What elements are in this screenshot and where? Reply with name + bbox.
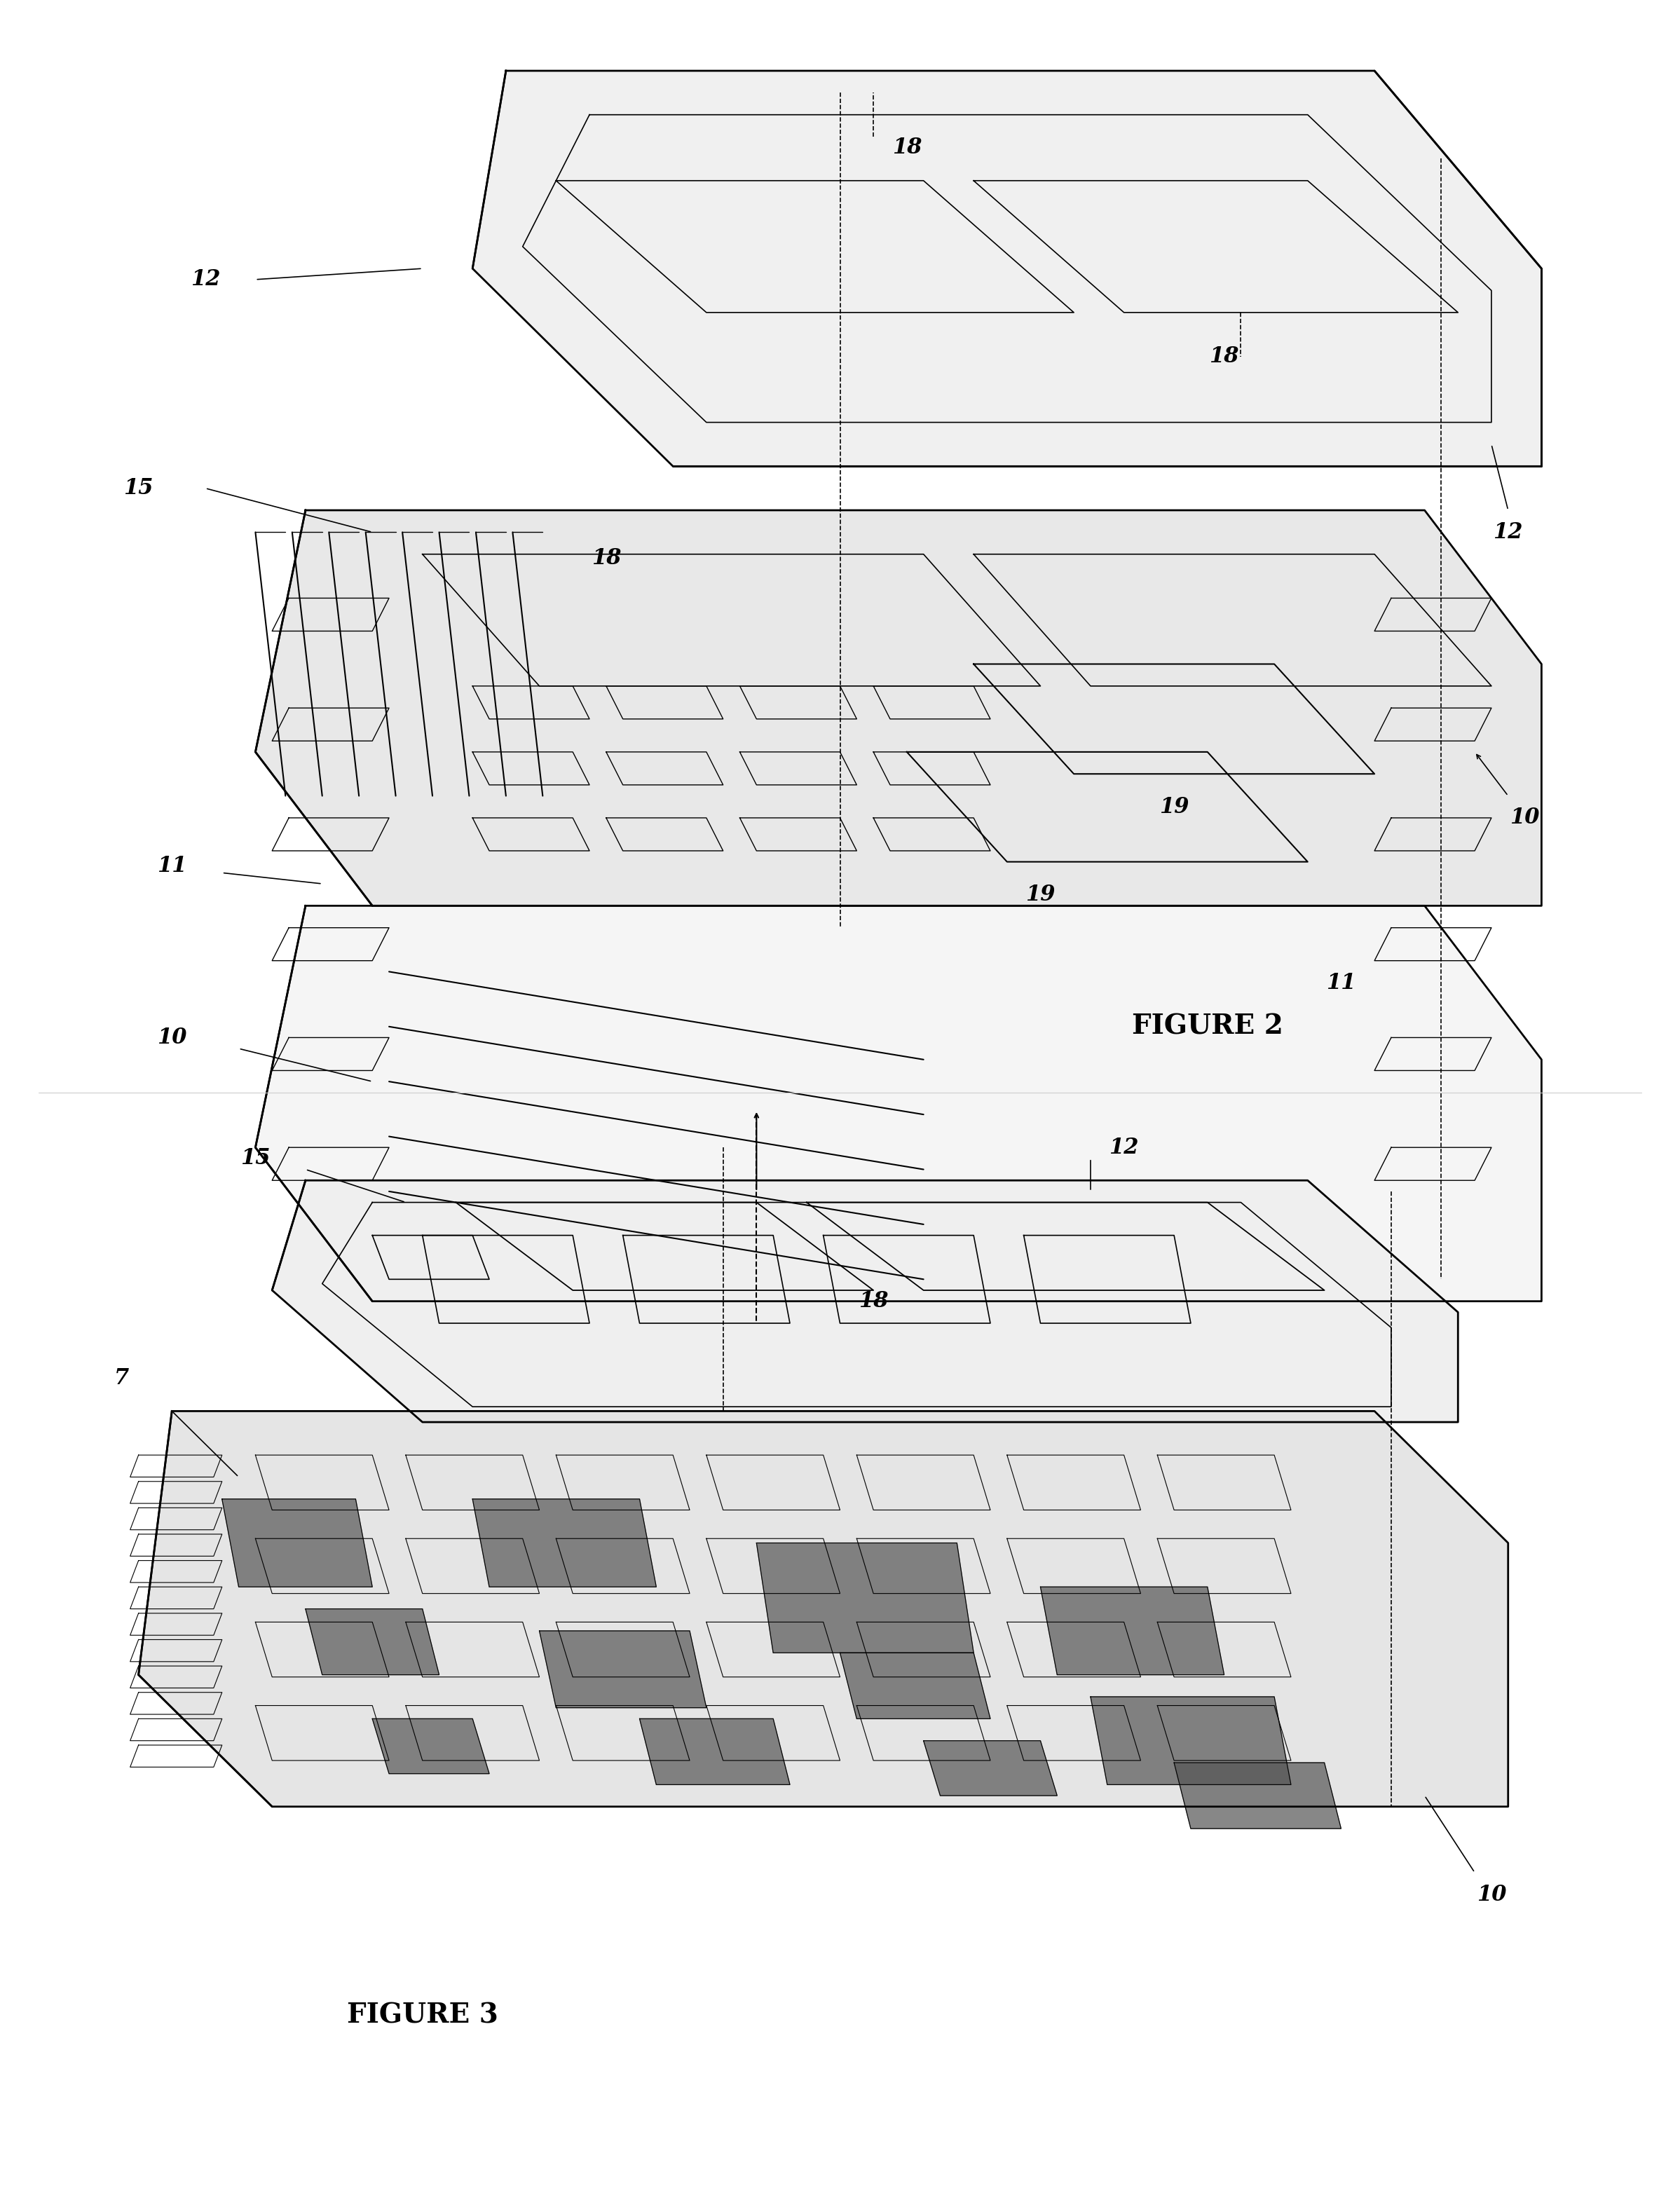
- Text: 10: 10: [1477, 1883, 1507, 1905]
- Text: 7: 7: [114, 1368, 129, 1388]
- Polygon shape: [222, 1499, 373, 1587]
- Text: 12: 12: [1109, 1137, 1139, 1159]
- Polygon shape: [640, 1719, 790, 1785]
- Polygon shape: [1040, 1587, 1225, 1675]
- Polygon shape: [840, 1653, 990, 1719]
- Text: 11: 11: [1326, 971, 1356, 993]
- Text: 11: 11: [156, 856, 186, 876]
- Text: 18: 18: [858, 1291, 889, 1313]
- Text: FIGURE 3: FIGURE 3: [346, 2002, 497, 2028]
- Polygon shape: [924, 1741, 1057, 1796]
- Text: 15: 15: [240, 1148, 270, 1170]
- Polygon shape: [1090, 1697, 1290, 1785]
- Text: FIGURE 2: FIGURE 2: [1132, 1013, 1284, 1039]
- Polygon shape: [272, 1181, 1458, 1421]
- Text: 18: 18: [591, 547, 622, 569]
- Text: 15: 15: [124, 477, 153, 499]
- Polygon shape: [373, 1719, 489, 1774]
- Polygon shape: [472, 1499, 657, 1587]
- Text: 18: 18: [892, 137, 922, 159]
- Text: 19: 19: [1025, 883, 1055, 905]
- Polygon shape: [138, 1410, 1509, 1808]
- Polygon shape: [472, 71, 1542, 466]
- Polygon shape: [255, 510, 1542, 905]
- Text: 10: 10: [1510, 808, 1539, 828]
- Text: 19: 19: [1159, 797, 1189, 819]
- Text: 12: 12: [1494, 521, 1524, 543]
- Polygon shape: [306, 1609, 438, 1675]
- Polygon shape: [756, 1543, 974, 1653]
- Text: 18: 18: [1210, 346, 1240, 366]
- Polygon shape: [255, 905, 1542, 1302]
- Polygon shape: [1174, 1763, 1341, 1830]
- Polygon shape: [539, 1631, 706, 1708]
- Text: 10: 10: [156, 1026, 186, 1048]
- Text: 12: 12: [190, 269, 220, 291]
